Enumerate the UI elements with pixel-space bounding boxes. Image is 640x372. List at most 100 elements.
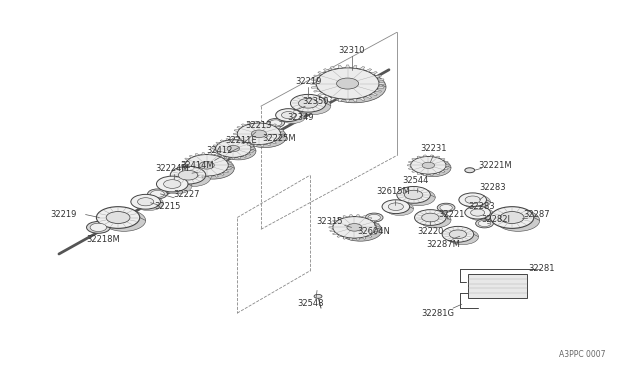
Text: 32604N: 32604N (358, 227, 390, 236)
Polygon shape (441, 170, 445, 172)
Polygon shape (330, 230, 334, 231)
Ellipse shape (422, 162, 435, 169)
Polygon shape (195, 175, 199, 177)
Polygon shape (234, 136, 239, 138)
Polygon shape (237, 139, 242, 141)
Ellipse shape (500, 212, 524, 224)
Polygon shape (311, 86, 317, 88)
Polygon shape (272, 141, 276, 144)
Polygon shape (226, 138, 229, 140)
Text: 32282I: 32282I (481, 215, 510, 224)
Text: 32283: 32283 (479, 183, 506, 192)
Ellipse shape (97, 207, 140, 228)
Ellipse shape (291, 94, 326, 112)
Polygon shape (353, 65, 357, 68)
Polygon shape (408, 164, 411, 166)
Text: 32211E: 32211E (225, 136, 257, 145)
Text: 32349: 32349 (287, 113, 314, 122)
Ellipse shape (199, 161, 214, 169)
Polygon shape (376, 227, 380, 228)
Ellipse shape (243, 126, 287, 148)
Polygon shape (232, 138, 235, 140)
Polygon shape (314, 75, 320, 78)
Ellipse shape (476, 219, 493, 228)
Polygon shape (216, 153, 220, 155)
Polygon shape (182, 161, 186, 163)
Polygon shape (412, 170, 416, 172)
Polygon shape (224, 170, 228, 173)
Text: 32225M: 32225M (262, 134, 296, 143)
Polygon shape (353, 99, 357, 102)
Ellipse shape (437, 203, 455, 212)
Ellipse shape (465, 168, 475, 173)
Text: 32287M: 32287M (426, 240, 460, 248)
Polygon shape (234, 130, 239, 132)
Polygon shape (311, 79, 317, 81)
Ellipse shape (179, 170, 198, 180)
Polygon shape (276, 126, 281, 129)
Ellipse shape (298, 98, 318, 108)
Polygon shape (367, 217, 372, 220)
Ellipse shape (212, 154, 227, 161)
Polygon shape (365, 69, 372, 72)
Ellipse shape (282, 112, 296, 119)
Polygon shape (417, 173, 421, 174)
Polygon shape (250, 151, 253, 152)
Ellipse shape (161, 178, 192, 194)
Ellipse shape (497, 210, 540, 231)
Polygon shape (202, 153, 205, 155)
Polygon shape (362, 215, 366, 218)
Polygon shape (367, 235, 372, 237)
Text: 32310: 32310 (339, 45, 365, 55)
Ellipse shape (465, 206, 490, 219)
Ellipse shape (419, 212, 451, 228)
Polygon shape (185, 158, 189, 160)
Text: 32315: 32315 (317, 217, 343, 226)
Polygon shape (338, 99, 342, 102)
Polygon shape (246, 153, 251, 155)
Polygon shape (346, 99, 349, 102)
Polygon shape (424, 155, 427, 157)
Polygon shape (266, 143, 271, 145)
Polygon shape (323, 95, 330, 99)
Polygon shape (349, 215, 353, 217)
Polygon shape (337, 217, 342, 220)
Polygon shape (408, 167, 412, 169)
Ellipse shape (280, 110, 305, 124)
Polygon shape (213, 145, 217, 147)
Text: 32412: 32412 (206, 146, 233, 155)
Ellipse shape (447, 229, 479, 245)
Ellipse shape (316, 68, 379, 99)
Ellipse shape (365, 213, 383, 222)
Polygon shape (254, 121, 257, 123)
Polygon shape (241, 141, 246, 144)
Text: 32548: 32548 (297, 299, 323, 308)
Polygon shape (343, 215, 347, 218)
Ellipse shape (490, 207, 534, 228)
Ellipse shape (269, 120, 282, 126)
Ellipse shape (382, 200, 410, 214)
Polygon shape (227, 161, 232, 163)
Ellipse shape (134, 196, 163, 211)
Polygon shape (214, 154, 218, 156)
Ellipse shape (237, 123, 280, 145)
Ellipse shape (106, 212, 130, 224)
Polygon shape (378, 86, 384, 88)
Polygon shape (436, 156, 440, 158)
Polygon shape (338, 65, 342, 68)
Polygon shape (195, 154, 199, 156)
Ellipse shape (164, 180, 181, 188)
Ellipse shape (347, 224, 362, 231)
Polygon shape (318, 93, 324, 96)
Polygon shape (323, 69, 330, 72)
Polygon shape (375, 223, 380, 225)
Ellipse shape (465, 196, 480, 203)
Ellipse shape (191, 157, 234, 179)
Polygon shape (332, 232, 337, 235)
Ellipse shape (216, 140, 251, 157)
Polygon shape (224, 158, 228, 160)
Polygon shape (246, 142, 251, 144)
Ellipse shape (386, 202, 413, 215)
Polygon shape (314, 90, 320, 92)
Polygon shape (375, 230, 380, 231)
